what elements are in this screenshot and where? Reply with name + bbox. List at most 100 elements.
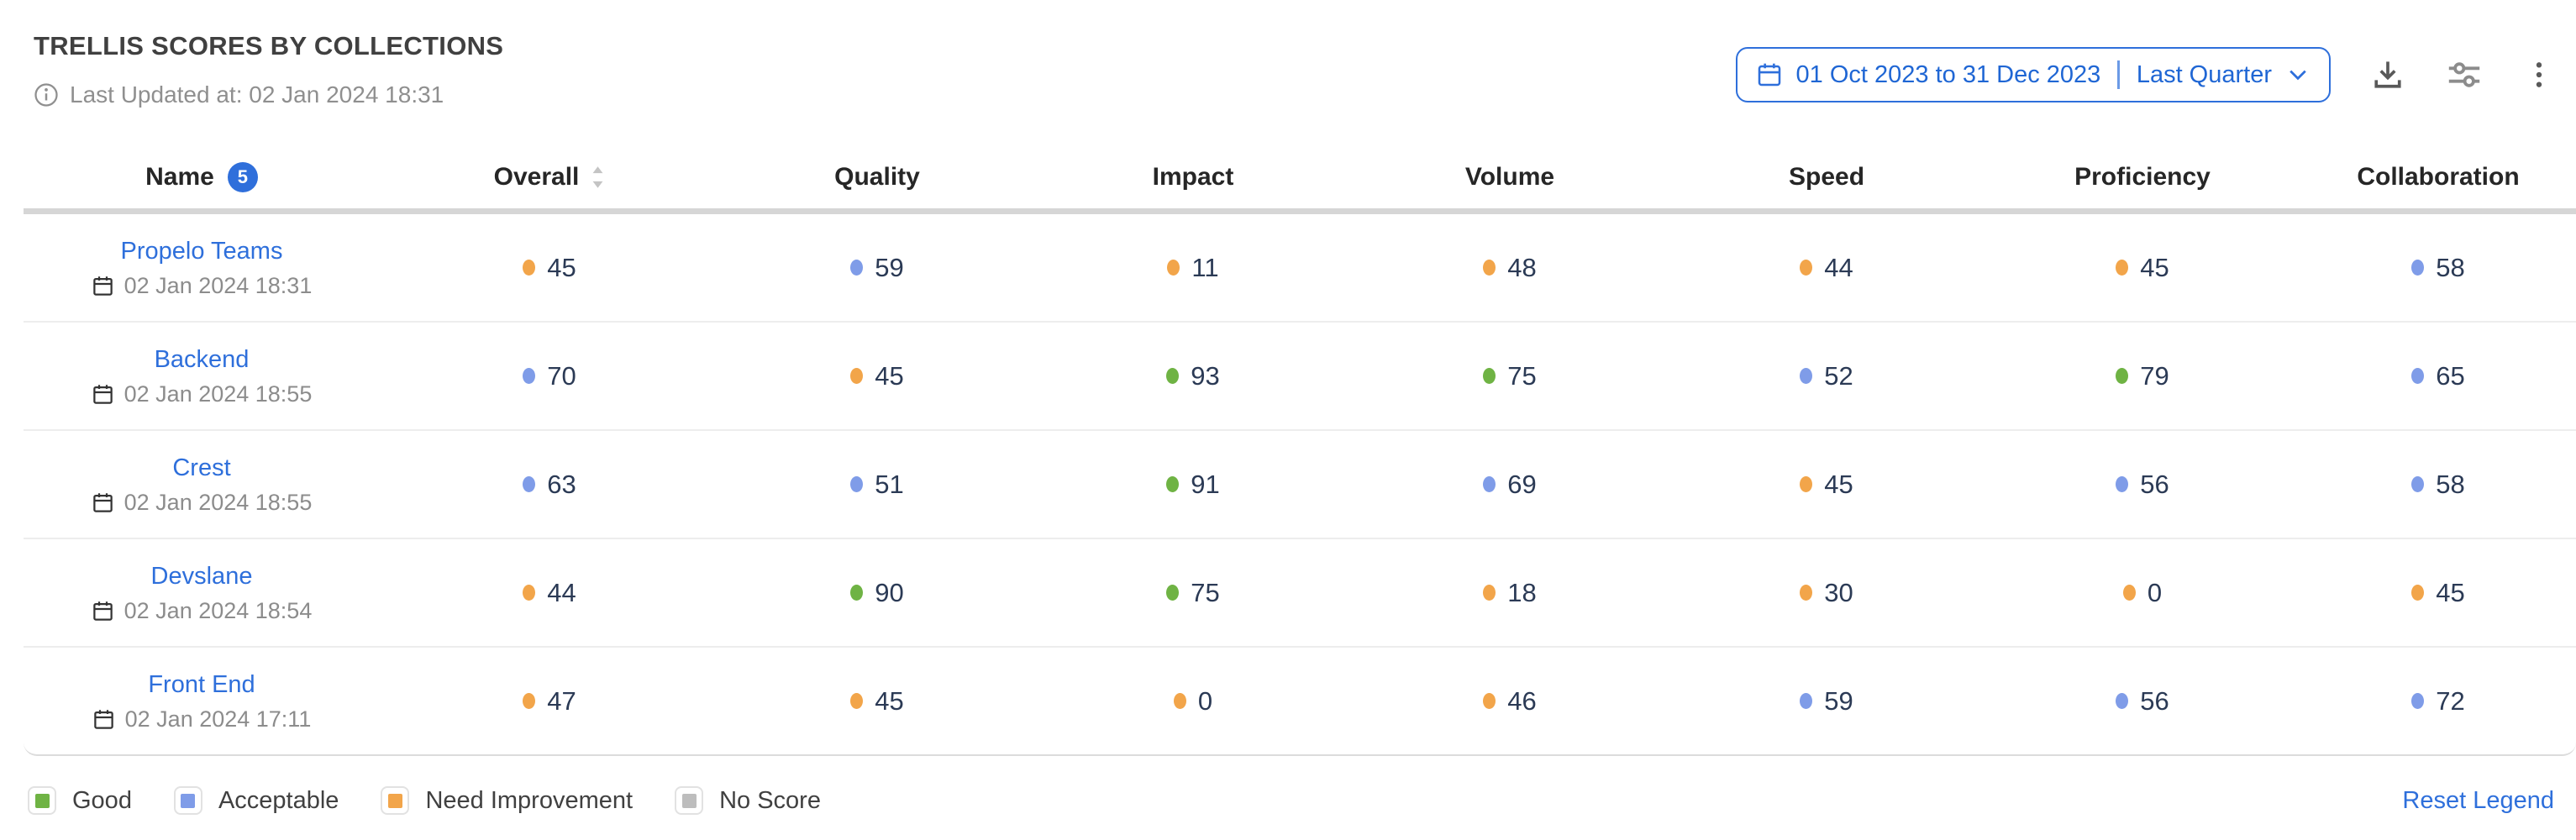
legend-item-no-score[interactable]: No Score xyxy=(675,786,821,815)
calendar-icon xyxy=(92,274,114,298)
score-value: 51 xyxy=(875,469,904,499)
legend-item-acceptable[interactable]: Acceptable xyxy=(173,786,339,815)
score-value: 18 xyxy=(1507,577,1537,607)
score-cell-impact: 11 xyxy=(1035,253,1351,283)
download-icon xyxy=(2369,56,2406,93)
score-value: 45 xyxy=(1824,469,1853,499)
score-value: 30 xyxy=(1824,577,1853,607)
score-value: 52 xyxy=(1824,360,1853,391)
column-label: Proficiency xyxy=(2074,163,2211,191)
legend-item-need-improvement[interactable]: Need Improvement xyxy=(381,786,633,815)
date-range-button[interactable]: 01 Oct 2023 to 31 Dec 2023 Last Quarter xyxy=(1735,47,2331,102)
widget-title: TRELLIS SCORES BY COLLECTIONS xyxy=(34,31,504,60)
score-value: 75 xyxy=(1191,577,1220,607)
score-cell-impact: 93 xyxy=(1035,361,1351,391)
score-value: 59 xyxy=(1824,685,1853,716)
legend-item-good[interactable]: Good xyxy=(28,786,132,815)
score-cell-quality: 45 xyxy=(719,686,1035,717)
score-cell-volume: 48 xyxy=(1351,253,1669,283)
score-value: 45 xyxy=(2436,577,2465,607)
score-dot-need-improvement xyxy=(2411,585,2425,601)
column-label: Overall xyxy=(493,163,580,191)
calendar-icon xyxy=(92,491,114,515)
score-dot-good xyxy=(1166,476,1180,492)
score-dot-need-improvement xyxy=(2122,585,2136,601)
column-header-overall[interactable]: Overall xyxy=(380,163,719,192)
download-button[interactable] xyxy=(2369,56,2406,93)
widget-controls: 01 Oct 2023 to 31 Dec 2023 Last Quarter xyxy=(1735,47,2556,102)
column-label: Collaboration xyxy=(2357,163,2520,191)
score-cell-proficiency: 79 xyxy=(1985,361,2300,391)
score-value: 44 xyxy=(547,577,576,607)
button-divider xyxy=(2117,60,2120,89)
collection-link[interactable]: Devslane xyxy=(150,562,253,590)
score-cell-overall: 70 xyxy=(380,361,719,391)
score-dot-acceptable xyxy=(2411,693,2425,709)
score-dot-acceptable xyxy=(2116,476,2129,492)
score-cell-overall: 63 xyxy=(380,470,719,500)
score-dot-need-improvement xyxy=(850,693,864,709)
row-updated-date: 02 Jan 2024 18:55 xyxy=(124,489,313,515)
row-updated-line: 02 Jan 2024 18:55 xyxy=(92,381,312,407)
score-dot-need-improvement xyxy=(1173,693,1186,709)
score-value: 45 xyxy=(2140,252,2169,282)
score-dot-need-improvement xyxy=(1483,693,1496,709)
score-cell-speed: 44 xyxy=(1669,253,1985,283)
name-cell: Backend 02 Jan 2024 18:55 xyxy=(24,345,380,407)
row-updated-line: 02 Jan 2024 17:11 xyxy=(92,706,311,732)
score-dot-acceptable xyxy=(2411,476,2425,492)
sliders-icon xyxy=(2445,55,2484,94)
info-icon[interactable] xyxy=(34,82,59,108)
column-header-collaboration: Collaboration xyxy=(2300,163,2576,192)
collection-count-badge: 5 xyxy=(227,162,258,192)
more-options-button[interactable] xyxy=(2522,56,2556,93)
sort-icon[interactable] xyxy=(591,164,605,191)
settings-button[interactable] xyxy=(2445,55,2484,94)
score-cell-impact: 91 xyxy=(1035,470,1351,500)
table-row: Backend 02 Jan 2024 18:55 70 45 93 75 52 79 65 xyxy=(24,323,2576,431)
score-dot-need-improvement xyxy=(1167,260,1180,276)
column-label: Speed xyxy=(1788,163,1865,191)
score-value: 75 xyxy=(1507,360,1537,391)
trellis-scores-table: Name 5 Overall Quality Impact Volume Speed Prof… xyxy=(24,146,2576,756)
score-cell-overall: 47 xyxy=(380,686,719,717)
column-header-name: Name 5 xyxy=(24,162,380,192)
score-dot-acceptable xyxy=(2411,368,2425,384)
score-dot-good xyxy=(1483,368,1496,384)
score-cell-volume: 18 xyxy=(1351,578,1669,608)
score-cell-impact: 0 xyxy=(1035,686,1351,717)
score-cell-speed: 59 xyxy=(1669,686,1985,717)
collection-link[interactable]: Backend xyxy=(154,345,250,373)
legend-label: Acceptable xyxy=(218,786,339,814)
score-cell-proficiency: 45 xyxy=(1985,253,2300,283)
score-value: 79 xyxy=(2140,360,2169,391)
score-value: 48 xyxy=(1507,252,1537,282)
widget-header-left: TRELLIS SCORES BY COLLECTIONS Last Updat… xyxy=(34,30,503,109)
score-cell-proficiency: 56 xyxy=(1985,686,2300,717)
collection-link[interactable]: Crest xyxy=(172,454,231,481)
score-dot-need-improvement xyxy=(850,368,864,384)
table-header-row: Name 5 Overall Quality Impact Volume Speed Prof… xyxy=(24,146,2576,214)
score-cell-speed: 30 xyxy=(1669,578,1985,608)
legend-label: No Score xyxy=(719,786,821,814)
collection-link[interactable]: Propelo Teams xyxy=(120,237,283,265)
score-cell-volume: 69 xyxy=(1351,470,1669,500)
legend-swatch xyxy=(173,786,202,815)
score-dot-need-improvement xyxy=(523,693,536,709)
score-dot-acceptable xyxy=(1800,368,1813,384)
score-value: 65 xyxy=(2436,360,2465,391)
row-updated-date: 02 Jan 2024 18:31 xyxy=(124,272,313,298)
score-value: 91 xyxy=(1191,469,1220,499)
reset-legend-link[interactable]: Reset Legend xyxy=(2402,786,2554,814)
collection-link[interactable]: Front End xyxy=(148,670,255,698)
legend-swatch xyxy=(381,786,410,815)
more-vertical-icon xyxy=(2522,56,2556,93)
column-header-impact: Impact xyxy=(1035,163,1351,192)
score-value: 11 xyxy=(1191,252,1219,282)
column-header-proficiency: Proficiency xyxy=(1985,163,2300,192)
legend-swatch-color xyxy=(34,793,50,808)
table-row: Crest 02 Jan 2024 18:55 63 51 91 69 45 56 58 xyxy=(24,431,2576,539)
score-dot-acceptable xyxy=(1800,693,1813,709)
column-header-speed: Speed xyxy=(1669,163,1985,192)
table-body: Propelo Teams 02 Jan 2024 18:31 45 59 11 48 44… xyxy=(24,214,2576,756)
